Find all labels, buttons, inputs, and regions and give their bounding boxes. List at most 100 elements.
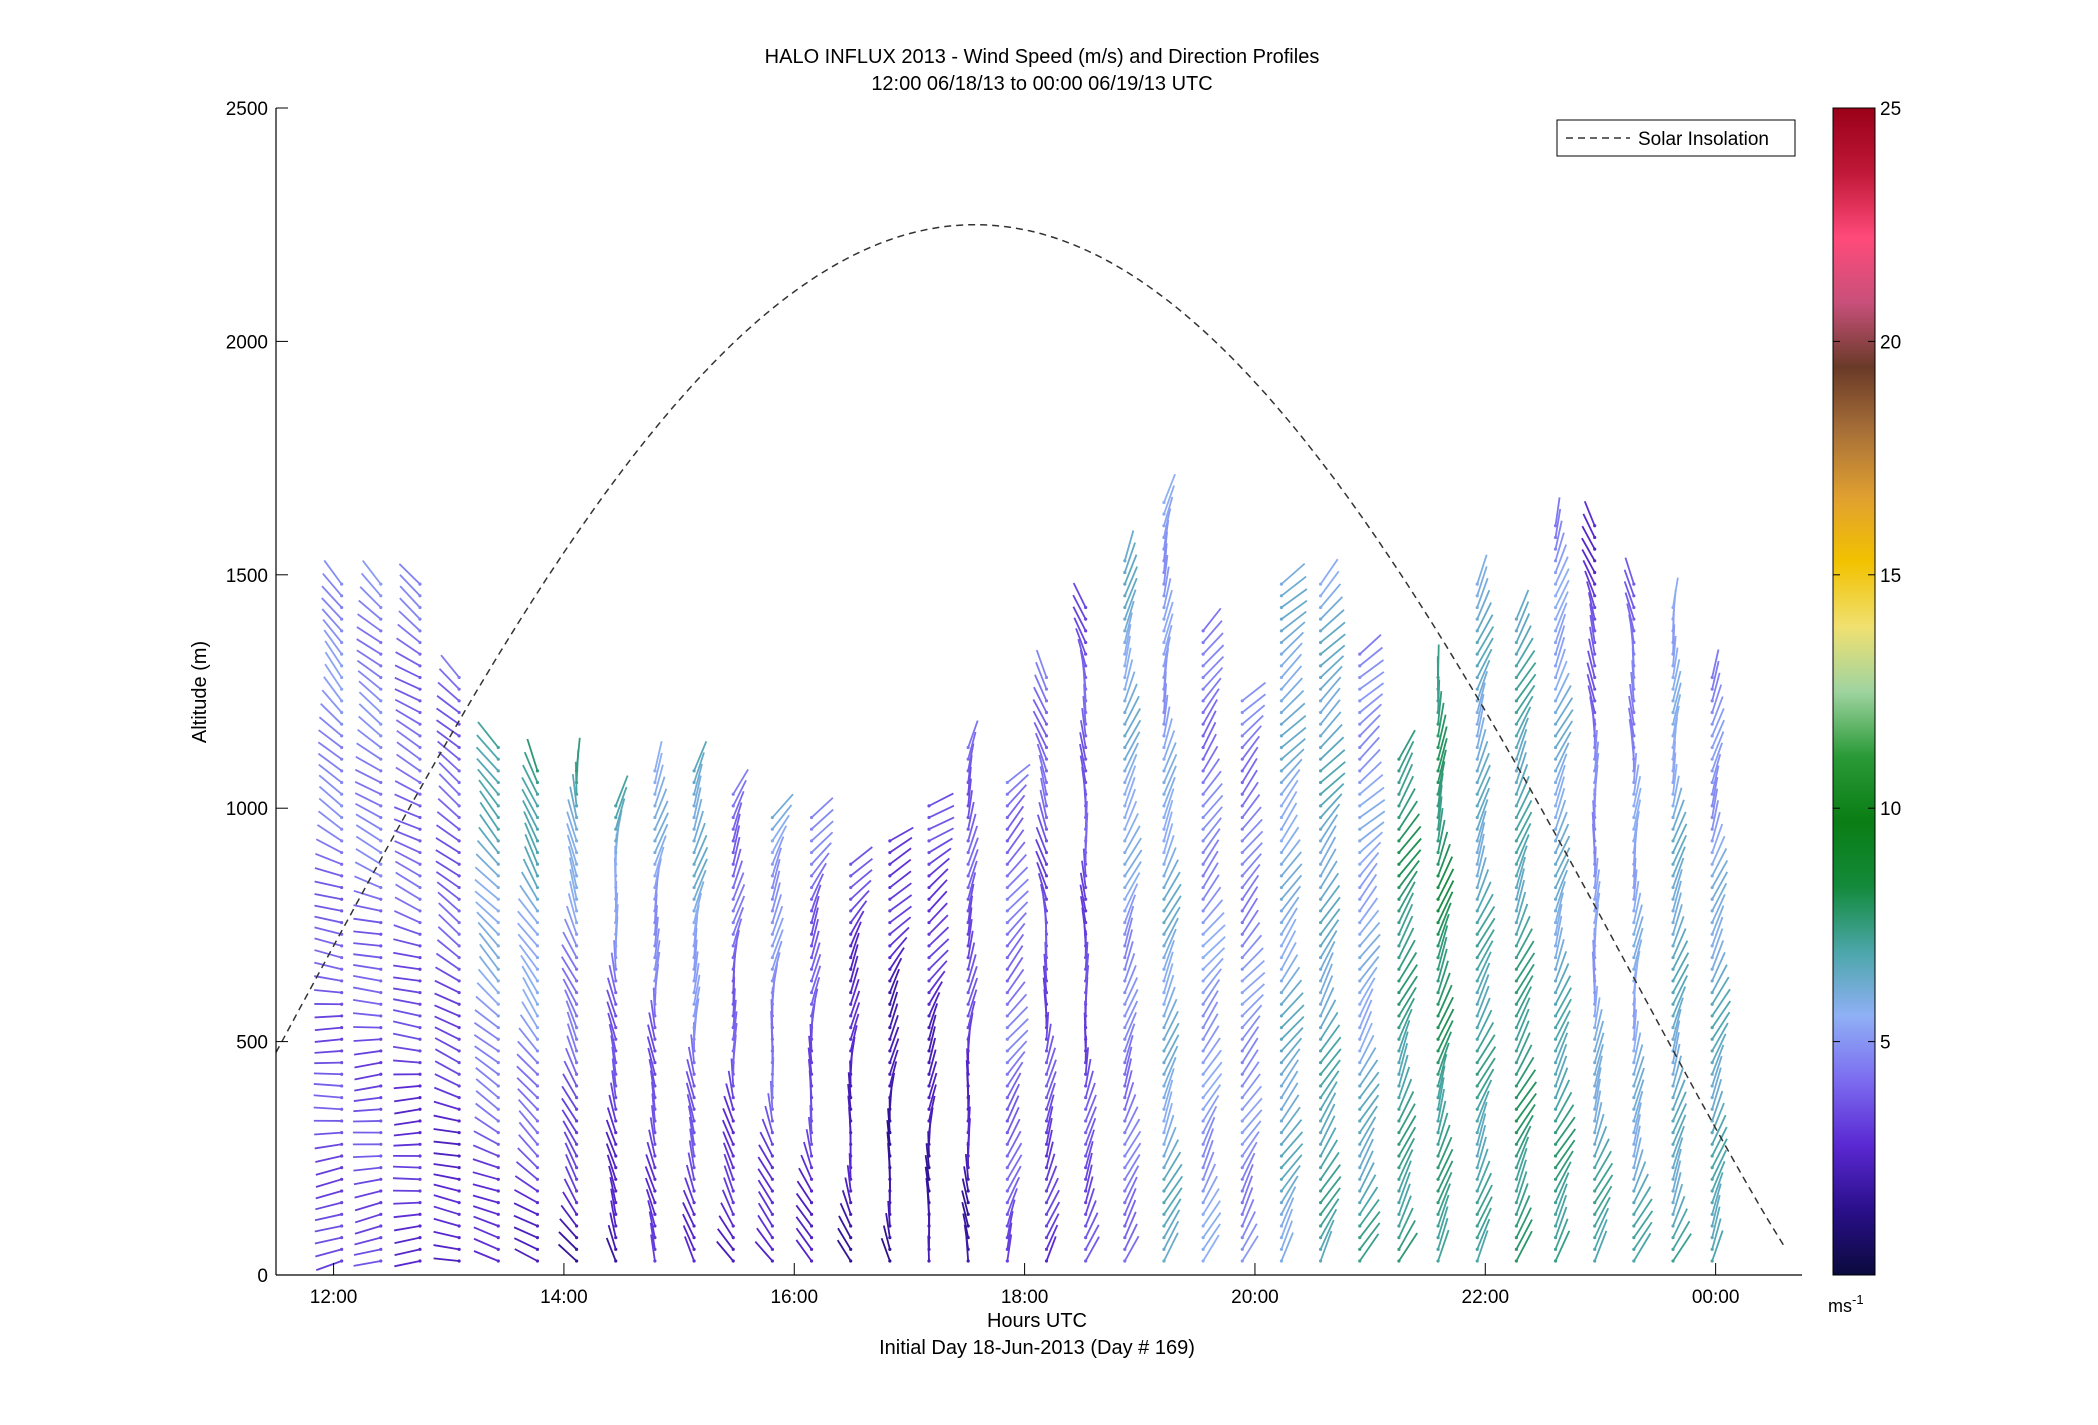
wind-vector	[321, 597, 343, 620]
wind-vector	[434, 1026, 460, 1041]
wind-vector	[1437, 702, 1445, 736]
wind-vector-origin	[888, 920, 892, 925]
wind-vector	[314, 1015, 342, 1019]
wind-vector	[521, 871, 539, 900]
wind-vector-origin	[457, 990, 461, 995]
wind-vector-origin	[1162, 955, 1166, 960]
wind-vector-origin	[927, 815, 931, 820]
wind-profile-column	[1671, 577, 1692, 1263]
wind-vector-origin	[340, 839, 344, 843]
wind-vector	[1045, 1129, 1053, 1157]
wind-vector-origin	[1279, 1189, 1284, 1193]
wind-vector-origin	[1710, 815, 1714, 820]
wind-vector-origin	[574, 1049, 579, 1053]
wind-vector	[1280, 885, 1302, 912]
wind-vector-origin	[379, 1177, 383, 1181]
wind-vector	[323, 629, 343, 655]
wind-vector-origin	[1593, 1259, 1597, 1263]
wind-vector	[1476, 566, 1488, 597]
wind-vector	[1006, 1176, 1021, 1204]
wind-vector	[1359, 862, 1378, 889]
wind-vector	[313, 1083, 342, 1087]
wind-vector-origin	[1240, 862, 1244, 866]
wind-vector	[1040, 883, 1048, 912]
wind-vector	[1163, 1232, 1179, 1262]
wind-vector-origin	[1162, 804, 1166, 808]
wind-vector-origin	[379, 1131, 383, 1135]
wind-vector	[1593, 741, 1600, 771]
wind-vector-origin	[1318, 1037, 1323, 1041]
wind-vector-origin	[496, 979, 500, 983]
wind-vector	[1398, 915, 1414, 947]
wind-vector-origin	[418, 1154, 422, 1158]
wind-vector	[1711, 800, 1719, 830]
wind-vector	[1554, 881, 1566, 912]
wind-vector	[1045, 1165, 1058, 1192]
wind-vector-origin	[1162, 675, 1166, 680]
wind-vector	[1241, 1120, 1262, 1145]
wind-vector-origin	[1201, 780, 1205, 785]
wind-vector-origin	[614, 897, 618, 901]
wind-vector-origin	[1201, 920, 1205, 925]
wind-vector-origin	[888, 885, 892, 890]
wind-vector	[1554, 591, 1569, 620]
wind-vector	[559, 1218, 578, 1239]
wind-vector-origin	[1514, 1061, 1518, 1065]
wind-vector	[1123, 695, 1140, 725]
wind-vector	[1163, 1091, 1173, 1122]
wind-vector-origin	[1005, 862, 1009, 866]
wind-vector	[1633, 1067, 1645, 1098]
wind-vector	[1711, 1102, 1725, 1133]
wind-vector	[1672, 940, 1689, 970]
wind-vector	[1163, 1209, 1181, 1239]
wind-vector-origin	[1044, 1084, 1049, 1088]
wind-vector-origin	[731, 1131, 735, 1135]
wind-vector	[1437, 772, 1444, 806]
wind-vector	[1319, 1230, 1333, 1262]
wind-vector-origin	[809, 827, 814, 831]
wind-vector-origin	[1475, 792, 1479, 796]
wind-vector	[723, 1165, 735, 1192]
wind-vector-origin	[692, 1119, 696, 1123]
wind-vector	[1593, 892, 1601, 923]
wind-vector	[795, 1192, 813, 1215]
wind-vector-origin	[614, 1072, 618, 1076]
wind-vector-origin	[1044, 1259, 1049, 1263]
wind-vector-origin	[1123, 1025, 1127, 1030]
wind-vector	[1398, 1078, 1413, 1110]
wind-vector	[436, 719, 460, 737]
wind-vector-origin	[1553, 757, 1558, 761]
wind-vector-origin	[1084, 815, 1088, 820]
wind-vector-origin	[1514, 1002, 1518, 1006]
wind-vector	[1202, 1061, 1223, 1087]
wind-vector	[1319, 596, 1343, 620]
wind-vector	[352, 998, 381, 1006]
wind-vector	[888, 1003, 899, 1028]
wind-vector-origin	[1632, 862, 1636, 866]
wind-vector-origin	[340, 1072, 344, 1076]
wind-vector	[810, 930, 820, 958]
wind-vector-origin	[1318, 967, 1323, 971]
wind-vector-origin	[927, 932, 931, 936]
wind-vector-origin	[1162, 815, 1166, 820]
wind-vector-origin	[927, 1259, 931, 1263]
wind-vector-origin	[1005, 1072, 1009, 1076]
wind-vector-origin	[966, 780, 970, 785]
wind-vector-origin	[1553, 1025, 1558, 1030]
wind-vector-origin	[1475, 582, 1479, 586]
wind-vector-origin	[379, 1096, 383, 1100]
wind-vector	[518, 944, 539, 970]
wind-vector-origin	[653, 1084, 657, 1088]
wind-vector	[649, 1070, 656, 1098]
wind-vector-origin	[418, 1084, 422, 1088]
solar-insolation-curve	[275, 223, 1786, 1248]
wind-vector-origin	[1162, 1177, 1166, 1181]
wind-vector	[396, 741, 421, 760]
wind-vector-origin	[1358, 769, 1362, 773]
wind-vector	[314, 915, 342, 924]
wind-vector-origin	[1084, 920, 1088, 925]
wind-vector-origin	[1240, 909, 1244, 913]
wind-vector-origin	[1436, 990, 1440, 995]
wind-vector-origin	[692, 897, 696, 901]
wind-vector	[1032, 698, 1048, 725]
